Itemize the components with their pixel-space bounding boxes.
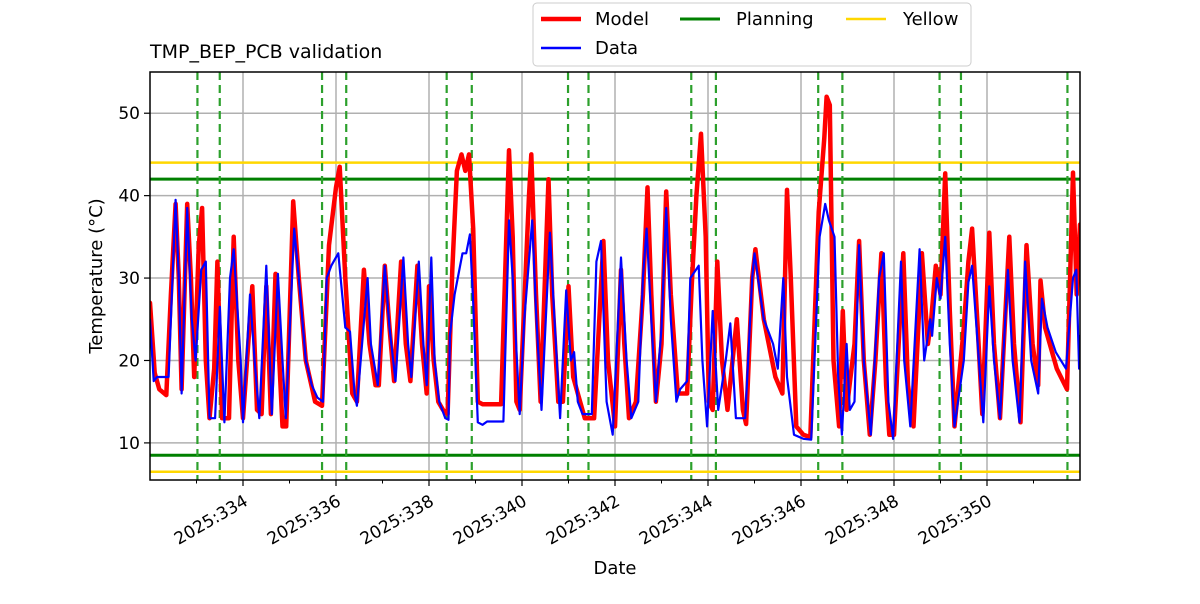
y-axis-label: Temperature (°C): [86, 198, 107, 354]
legend-label-planning: Planning: [736, 9, 814, 30]
series: [150, 94, 1080, 441]
y-ticks: 10 20 30 40 50: [118, 104, 150, 454]
limit-lines: [150, 161, 1080, 474]
legend-label-data: Data: [595, 38, 638, 59]
y-tick-label: 50: [118, 104, 140, 124]
series-line-model: [150, 94, 1080, 440]
event-lines: [196, 72, 1069, 480]
chart-title: TMP_BEP_PCB validation: [149, 41, 382, 63]
y-tick-label: 40: [118, 187, 140, 207]
series-line-data: [150, 198, 1080, 441]
y-tick-label: 20: [118, 351, 140, 371]
legend-label-model: Model: [595, 9, 649, 30]
legend: Model Data Planning Yellow: [532, 2, 972, 67]
legend-label-yellow: Yellow: [902, 9, 958, 30]
x-axis-label: Date: [593, 558, 636, 579]
y-tick-label: 10: [118, 434, 140, 454]
y-tick-label: 30: [118, 269, 140, 289]
